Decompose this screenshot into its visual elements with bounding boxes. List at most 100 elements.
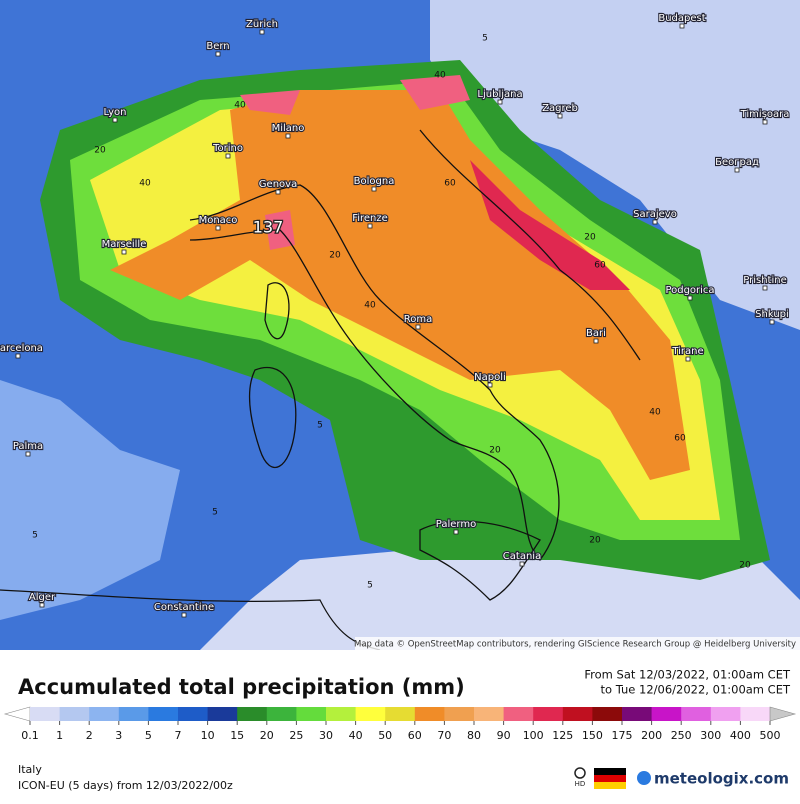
flag[interactable] bbox=[594, 768, 626, 775]
brand[interactable]: meteologix.com bbox=[654, 770, 789, 788]
city-marker bbox=[112, 117, 118, 123]
colorbar-label: 15 bbox=[230, 729, 244, 742]
colorbar-segment bbox=[444, 707, 475, 721]
city-marker bbox=[685, 356, 691, 362]
colorbar-segment bbox=[562, 707, 593, 721]
period-from: From Sat 12/03/2022, 01:00am CET bbox=[584, 668, 791, 682]
city-marker bbox=[687, 295, 693, 301]
colorbar-segment bbox=[474, 707, 504, 721]
contour-label: 40 bbox=[139, 179, 151, 189]
colorbar-segment bbox=[385, 707, 416, 721]
city-marker bbox=[453, 529, 459, 535]
rain-area-pink bbox=[400, 75, 470, 110]
model-run: ICON-EU (5 days) from 12/03/2022/00z bbox=[18, 779, 233, 792]
map: Zürich Bern Budapest Lyon Milano Torino Genova… bbox=[0, 0, 800, 651]
rain-area-red bbox=[470, 160, 630, 290]
search-icon bbox=[574, 767, 586, 779]
contour-label: 20 bbox=[489, 446, 501, 456]
city-marker bbox=[39, 602, 45, 608]
city-label: Podgorica bbox=[665, 285, 714, 296]
contour-label: 20 bbox=[739, 561, 751, 571]
colorbar-segment bbox=[59, 707, 90, 721]
island-outline bbox=[419, 520, 541, 601]
city-marker bbox=[487, 382, 493, 388]
colorbar-label: 250 bbox=[671, 729, 692, 742]
colorbar-label: 100 bbox=[523, 729, 544, 742]
coastline bbox=[189, 184, 560, 561]
city-label: Alger bbox=[29, 592, 56, 603]
city-label: Genova bbox=[259, 179, 297, 190]
city-label: Shkupi bbox=[755, 309, 789, 320]
colorbar-segment bbox=[355, 707, 386, 721]
city-label: Palermo bbox=[436, 519, 476, 530]
colorbar-label: 1 bbox=[56, 729, 63, 742]
contour-label: 20 bbox=[584, 233, 596, 243]
colorbar-segment bbox=[237, 707, 268, 721]
contour-label: 20 bbox=[589, 536, 601, 546]
colorbar-segment bbox=[533, 707, 564, 721]
city-marker bbox=[215, 51, 221, 57]
city-marker bbox=[679, 23, 685, 29]
colorbar-label: 25 bbox=[289, 729, 303, 742]
city-label: Bologna bbox=[354, 176, 395, 187]
colorbar-segment bbox=[118, 707, 149, 721]
contour-label: 60 bbox=[444, 179, 456, 189]
colorbar-segment bbox=[178, 707, 208, 721]
city-label: Sarajevo bbox=[633, 209, 677, 220]
city-marker bbox=[497, 99, 503, 105]
city-marker bbox=[415, 324, 421, 330]
colorbar-segment bbox=[740, 707, 771, 721]
city-label: Catania bbox=[503, 551, 541, 562]
city-marker bbox=[25, 451, 31, 457]
city-marker bbox=[225, 153, 231, 159]
city-marker bbox=[519, 561, 525, 567]
colorbar-segment bbox=[414, 707, 445, 721]
colorbar-segment bbox=[266, 707, 297, 721]
colorbar-label: 500 bbox=[760, 729, 781, 742]
attribution: Map data © OpenStreetMap contributors, r… bbox=[354, 640, 796, 650]
city-label: Marseille bbox=[102, 239, 147, 250]
hd-badge: HD bbox=[575, 780, 586, 788]
rain-area-orange bbox=[110, 90, 690, 480]
city-label: Barcelona bbox=[0, 343, 43, 354]
contour-label: 5 bbox=[32, 531, 38, 541]
colorbar-segment bbox=[503, 707, 534, 721]
colorbar-label: 175 bbox=[612, 729, 633, 742]
legend-title: Accumulated total precipitation (mm) bbox=[18, 675, 465, 699]
colorbar-label: 5 bbox=[145, 729, 152, 742]
region: Italy bbox=[18, 763, 42, 776]
city-label: Monaco bbox=[199, 215, 238, 226]
contour-label: 40 bbox=[649, 408, 661, 418]
contour-label: 5 bbox=[212, 508, 218, 518]
colorbar-label: 20 bbox=[260, 729, 274, 742]
brand-logo bbox=[637, 771, 651, 785]
contour-label: 40 bbox=[234, 101, 246, 111]
city-marker bbox=[769, 319, 775, 325]
city-label: Firenze bbox=[352, 213, 388, 224]
max-value-label: 137 bbox=[253, 218, 284, 237]
city-label: Zürich bbox=[246, 19, 278, 30]
colorbar-segment bbox=[296, 707, 327, 721]
colorbar-segment bbox=[651, 707, 682, 721]
city-marker bbox=[367, 223, 373, 229]
city-label: Lyon bbox=[103, 107, 126, 118]
city-marker bbox=[371, 186, 377, 192]
city-marker bbox=[285, 133, 291, 139]
city-marker bbox=[275, 189, 281, 195]
colorbar-label: 70 bbox=[437, 729, 451, 742]
colorbar-label: 2 bbox=[86, 729, 93, 742]
city-label: Prishtine bbox=[743, 275, 786, 286]
colorbar-label: 40 bbox=[349, 729, 363, 742]
city-label: Palma bbox=[13, 441, 43, 452]
contour-label: 60 bbox=[594, 261, 606, 271]
island-outline bbox=[248, 366, 297, 469]
contour-label: 40 bbox=[434, 71, 446, 81]
colorbar-segment bbox=[89, 707, 120, 721]
legend-panel bbox=[0, 650, 800, 800]
colorbar-segment bbox=[148, 707, 179, 721]
city-marker bbox=[15, 353, 21, 359]
attribution-background bbox=[355, 637, 800, 650]
city-marker bbox=[762, 285, 768, 291]
colorbar-label: 10 bbox=[201, 729, 215, 742]
colorbar-label: 150 bbox=[582, 729, 603, 742]
